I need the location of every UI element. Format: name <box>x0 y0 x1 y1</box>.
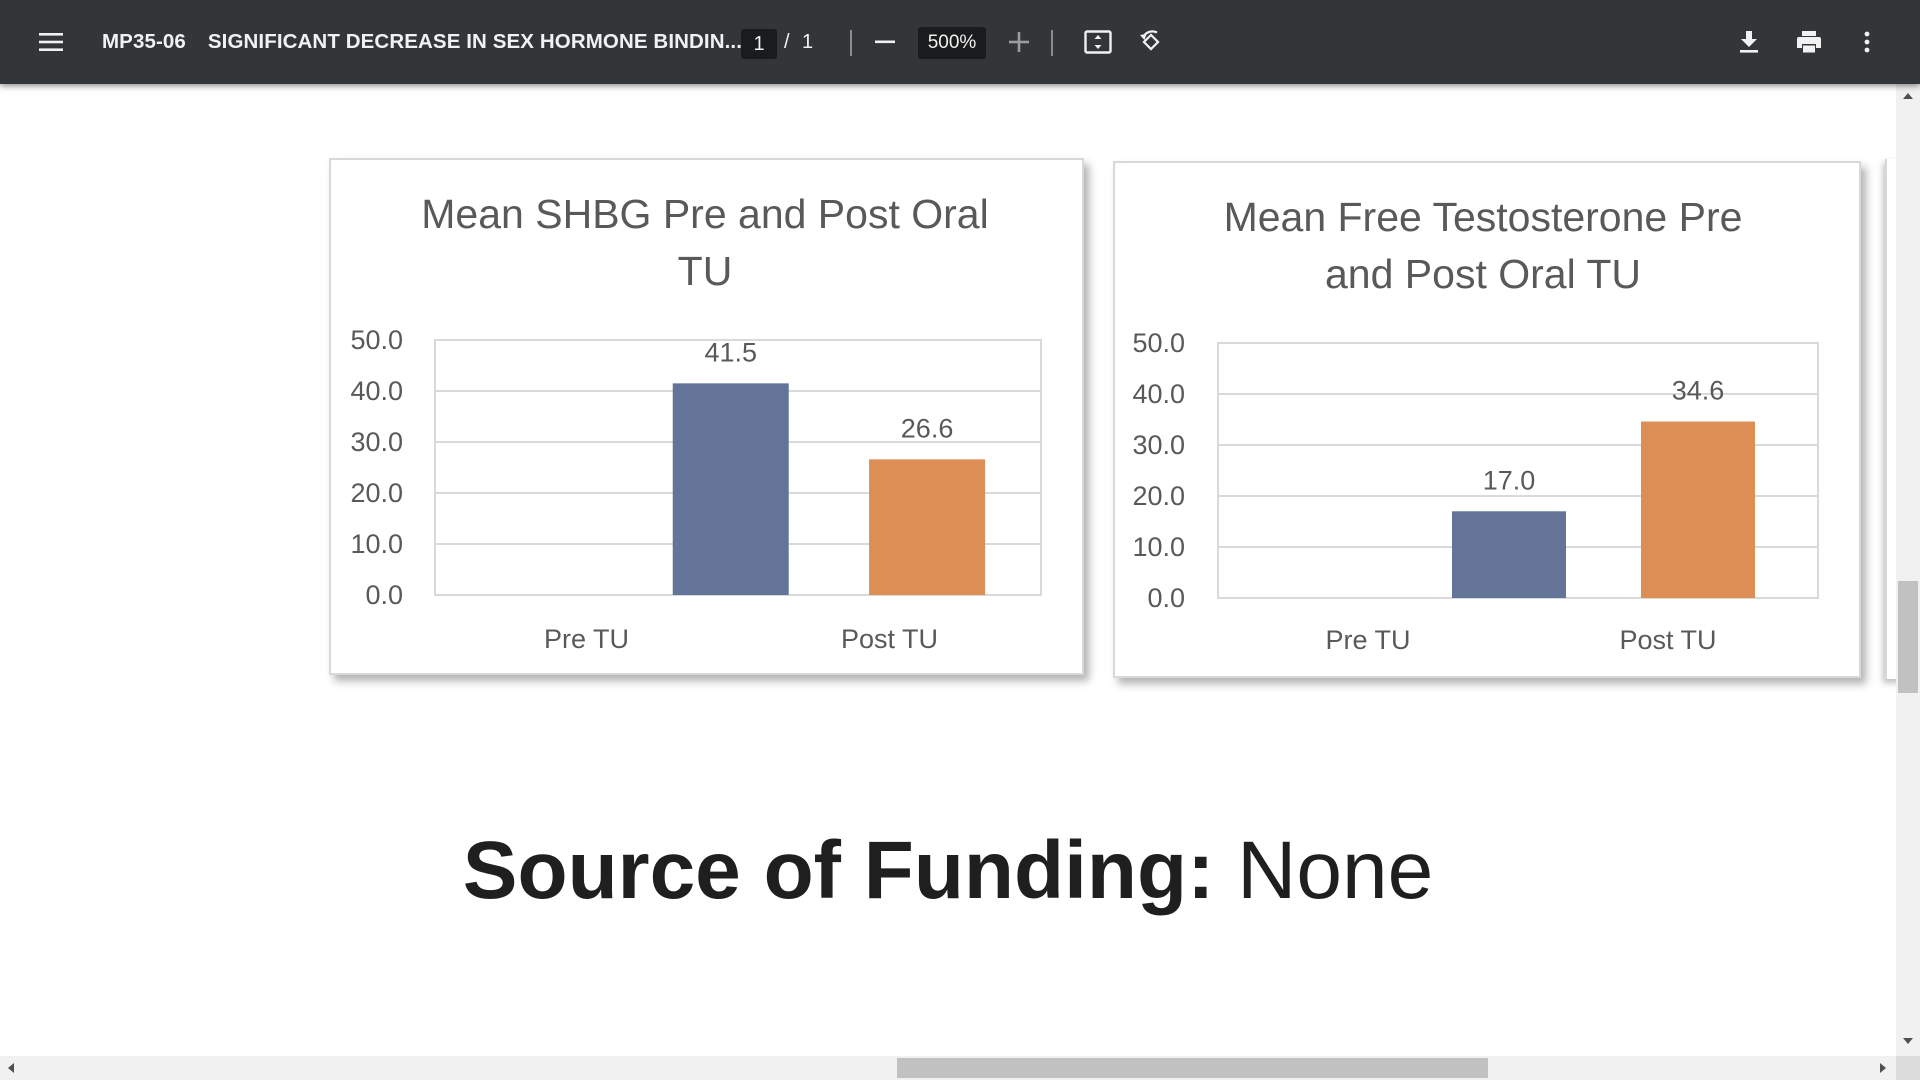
bar <box>869 459 986 595</box>
bar <box>1452 511 1566 598</box>
menu-button[interactable] <box>30 0 72 84</box>
shbg-bar-chart: Mean SHBG Pre and Post Oral TU 0.0 10.0 20.0… <box>350 191 1042 654</box>
funding-label: Source of Funding: <box>462 825 1215 916</box>
bar <box>672 383 789 595</box>
download-button[interactable] <box>1733 0 1765 84</box>
fit-to-page-icon <box>1084 30 1112 54</box>
more-vertical-icon <box>1864 31 1870 53</box>
y-tick-label: 10.0 <box>350 529 403 559</box>
chart-title-line: and Post Oral TU <box>1325 251 1641 297</box>
funding-statement: Source of Funding: None <box>0 824 1896 918</box>
horizontal-scrollbar-thumb[interactable] <box>897 1058 1488 1078</box>
funding-value: None <box>1237 825 1434 916</box>
document-code: MP35-06 <box>102 30 186 53</box>
scroll-down-arrow-icon[interactable] <box>1903 1038 1913 1044</box>
vertical-scrollbar-thumb[interactable] <box>1898 581 1918 693</box>
zoom-level-input[interactable]: 500% <box>918 27 986 59</box>
x-category-label: Post TU <box>841 624 938 654</box>
scroll-up-arrow-icon[interactable] <box>1903 93 1913 99</box>
chart-title-line: TU <box>678 248 733 294</box>
chart-title-line: Mean SHBG Pre and Post Oral <box>421 191 988 237</box>
scrollbar-corner <box>1896 1056 1920 1080</box>
x-category-label: Post TU <box>1619 625 1716 655</box>
shbg-chart: Mean SHBG Pre and Post Oral TU 0.0 10.0 20.0… <box>329 158 1084 675</box>
document-viewport: Mean SHBG Pre and Post Oral TU 0.0 10.0 20.0… <box>0 84 1896 1056</box>
fit-to-page-button[interactable] <box>1082 0 1114 84</box>
zoom-out-button[interactable] <box>870 0 900 84</box>
page-total: 1 <box>802 30 814 53</box>
y-tick-label: 0.0 <box>365 580 403 610</box>
bar-value-label: 17.0 <box>1483 465 1536 495</box>
bar-value-label: 41.5 <box>704 337 757 367</box>
zoom-level: 500% <box>927 32 977 53</box>
y-tick-label: 10.0 <box>1132 532 1185 562</box>
next-chart-edge <box>1885 159 1896 679</box>
current-page: 1 <box>753 32 765 55</box>
toolbar-divider <box>1051 30 1053 56</box>
x-category-label: Pre TU <box>1325 625 1410 655</box>
y-tick-label: 0.0 <box>1147 583 1185 613</box>
y-tick-label: 20.0 <box>1132 481 1185 511</box>
free-testosterone-chart: Mean Free Testosterone Pre and Post Oral … <box>1113 161 1861 678</box>
y-tick-label: 20.0 <box>350 478 403 508</box>
zoom-in-button[interactable] <box>1004 0 1034 84</box>
page-number-input[interactable]: 1 <box>741 29 777 59</box>
plus-icon <box>1009 32 1029 52</box>
document-name: SIGNIFICANT DECREASE IN SEX HORMONE BIND… <box>207 30 743 53</box>
scroll-right-arrow-icon[interactable] <box>1880 1063 1886 1073</box>
y-tick-label: 50.0 <box>350 325 403 355</box>
print-button[interactable] <box>1792 0 1826 84</box>
free-testosterone-bar-chart: Mean Free Testosterone Pre and Post Oral … <box>1132 194 1819 655</box>
rotate-button[interactable] <box>1135 0 1167 84</box>
scroll-left-arrow-icon[interactable] <box>8 1063 14 1073</box>
y-tick-label: 50.0 <box>1132 328 1185 358</box>
bar-value-label: 26.6 <box>901 413 954 443</box>
pdf-viewer-toolbar: MP35-06 SIGNIFICANT DECREASE IN SEX HORM… <box>0 0 1920 84</box>
download-icon <box>1740 31 1758 53</box>
bar <box>1641 421 1755 598</box>
toolbar-divider <box>850 30 852 56</box>
y-tick-label: 30.0 <box>1132 430 1185 460</box>
print-icon <box>1797 31 1821 53</box>
y-tick-label: 40.0 <box>350 376 403 406</box>
page-separator: / <box>784 30 790 53</box>
minus-icon <box>875 40 895 44</box>
y-tick-label: 30.0 <box>350 427 403 457</box>
bar-value-label: 34.6 <box>1672 376 1725 406</box>
y-tick-label: 40.0 <box>1132 379 1185 409</box>
document-title: MP35-06 SIGNIFICANT DECREASE IN SEX HORM… <box>102 0 742 84</box>
more-options-button[interactable] <box>1852 0 1882 84</box>
rotate-counterclockwise-icon <box>1140 30 1160 51</box>
vertical-scrollbar[interactable] <box>1896 84 1920 1056</box>
hamburger-menu-icon <box>39 33 63 51</box>
x-category-label: Pre TU <box>544 624 629 654</box>
chart-title-line: Mean Free Testosterone Pre <box>1224 194 1743 240</box>
